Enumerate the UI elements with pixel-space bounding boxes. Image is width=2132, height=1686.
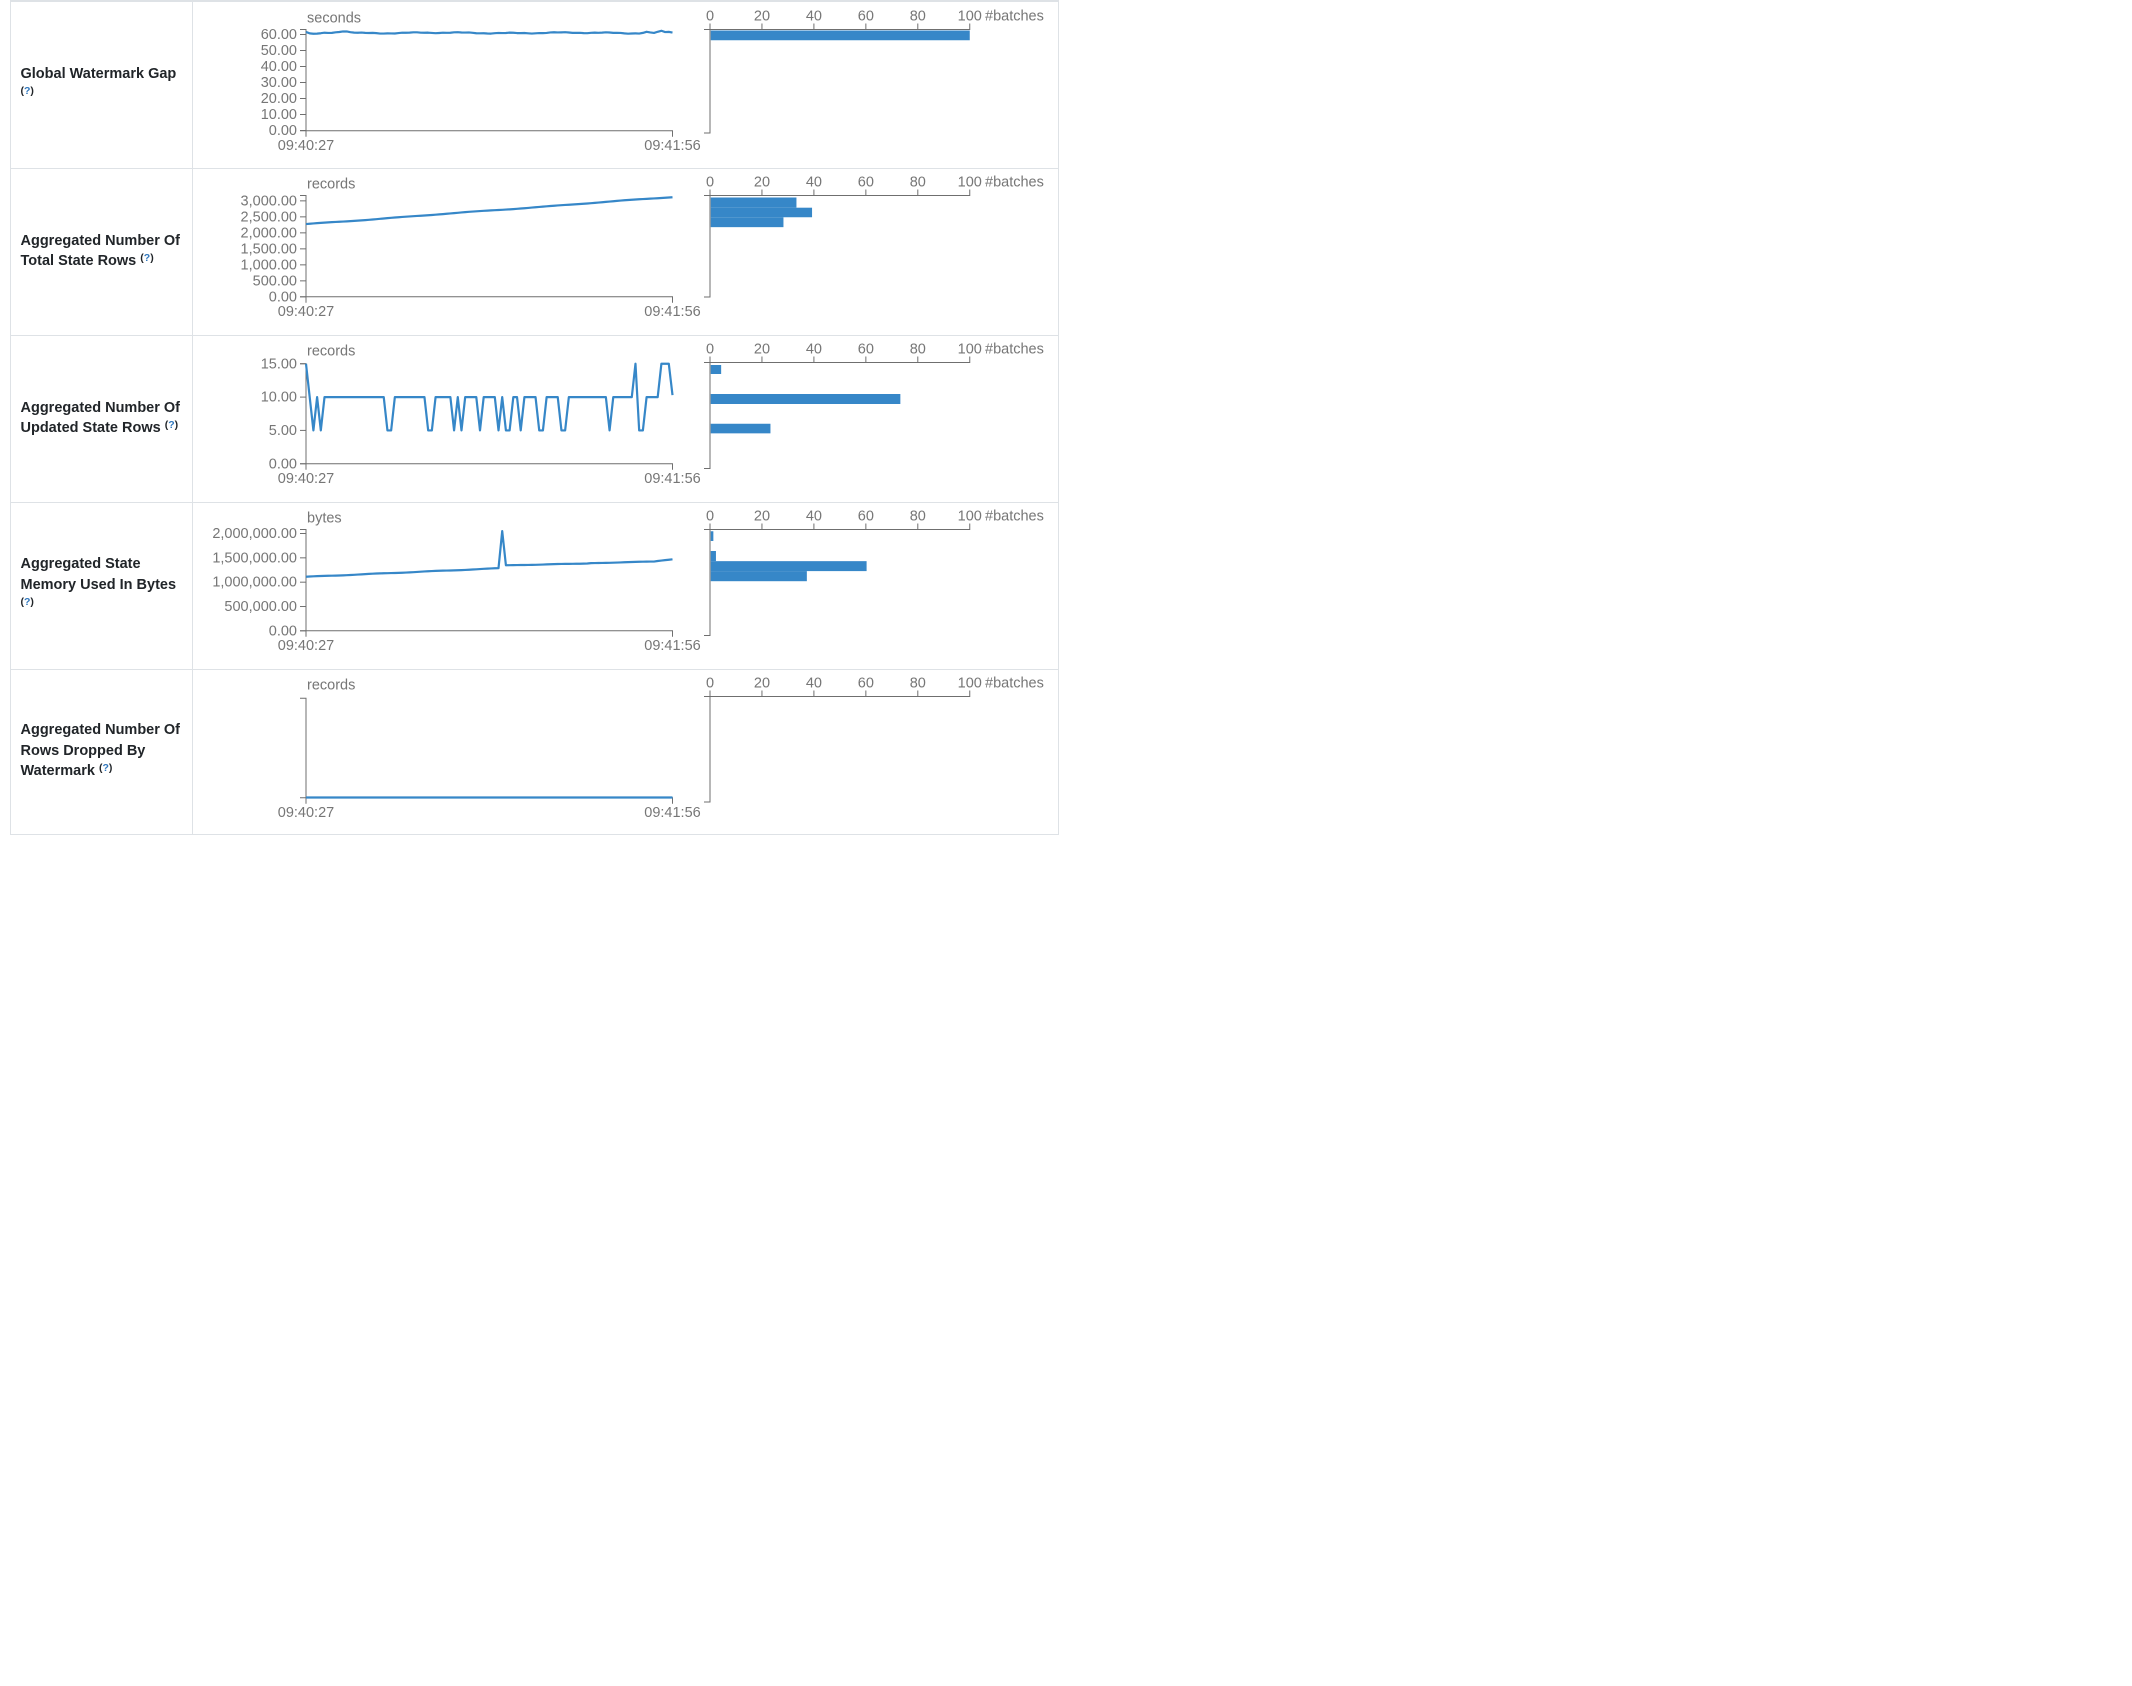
- svg-text:80: 80: [910, 175, 926, 191]
- svg-text:100: 100: [958, 342, 982, 358]
- svg-text:2,000,000.00: 2,000,000.00: [212, 526, 297, 542]
- svg-text:40.00: 40.00: [261, 59, 297, 75]
- svg-text:0: 0: [706, 676, 714, 692]
- svg-text:09:41:56: 09:41:56: [644, 137, 700, 153]
- svg-text:09:40:27: 09:40:27: [278, 304, 334, 320]
- svg-text:80: 80: [910, 8, 926, 24]
- svg-text:5.00: 5.00: [269, 423, 297, 439]
- svg-text:09:41:56: 09:41:56: [644, 805, 700, 821]
- svg-text:10.00: 10.00: [261, 390, 297, 406]
- svg-text:60: 60: [858, 676, 874, 692]
- svg-text:40: 40: [806, 342, 822, 358]
- svg-text:80: 80: [910, 342, 926, 358]
- svg-text:records: records: [307, 678, 355, 694]
- svg-text:0.00: 0.00: [269, 456, 297, 472]
- svg-text:80: 80: [910, 676, 926, 692]
- svg-text:60: 60: [858, 175, 874, 191]
- svg-text:50.00: 50.00: [261, 43, 297, 59]
- svg-text:15.00: 15.00: [261, 356, 297, 372]
- svg-text:1,000.00: 1,000.00: [241, 257, 297, 273]
- svg-text:40: 40: [806, 509, 822, 525]
- svg-text:500,000.00: 500,000.00: [224, 599, 297, 615]
- svg-text:100: 100: [958, 8, 982, 24]
- svg-text:100: 100: [958, 175, 982, 191]
- svg-text:records: records: [307, 177, 355, 193]
- svg-text:#batches: #batches: [985, 676, 1044, 692]
- svg-text:#batches: #batches: [985, 175, 1044, 191]
- svg-text:40: 40: [806, 8, 822, 24]
- svg-text:20: 20: [754, 676, 770, 692]
- svg-text:60.00: 60.00: [261, 27, 297, 43]
- svg-text:10.00: 10.00: [261, 107, 297, 123]
- svg-text:60: 60: [858, 8, 874, 24]
- svg-text:bytes: bytes: [307, 511, 342, 527]
- svg-text:0: 0: [706, 8, 714, 24]
- svg-text:3,000.00: 3,000.00: [241, 193, 297, 209]
- svg-text:0: 0: [706, 509, 714, 525]
- svg-text:records: records: [307, 344, 355, 360]
- svg-text:1,000,000.00: 1,000,000.00: [212, 575, 297, 591]
- svg-text:20.00: 20.00: [261, 91, 297, 107]
- svg-text:100: 100: [958, 676, 982, 692]
- svg-text:09:40:27: 09:40:27: [278, 638, 334, 654]
- svg-text:#batches: #batches: [985, 8, 1044, 24]
- svg-text:20: 20: [754, 8, 770, 24]
- svg-text:60: 60: [858, 342, 874, 358]
- svg-text:seconds: seconds: [307, 10, 361, 26]
- svg-text:20: 20: [754, 175, 770, 191]
- svg-text:0: 0: [706, 342, 714, 358]
- svg-text:1,500.00: 1,500.00: [241, 241, 297, 257]
- svg-text:40: 40: [806, 175, 822, 191]
- svg-text:0.00: 0.00: [269, 123, 297, 139]
- svg-text:0: 0: [706, 175, 714, 191]
- svg-text:80: 80: [910, 509, 926, 525]
- svg-text:09:41:56: 09:41:56: [644, 471, 700, 487]
- svg-text:0.00: 0.00: [269, 623, 297, 639]
- svg-text:#batches: #batches: [985, 509, 1044, 525]
- svg-text:09:40:27: 09:40:27: [278, 805, 334, 821]
- svg-text:1,500,000.00: 1,500,000.00: [212, 550, 297, 566]
- svg-text:#batches: #batches: [985, 342, 1044, 358]
- svg-text:0.00: 0.00: [269, 289, 297, 305]
- svg-text:30.00: 30.00: [261, 75, 297, 91]
- svg-text:20: 20: [754, 509, 770, 525]
- svg-text:09:40:27: 09:40:27: [278, 471, 334, 487]
- svg-text:2,500.00: 2,500.00: [241, 209, 297, 225]
- svg-text:20: 20: [754, 342, 770, 358]
- svg-text:40: 40: [806, 676, 822, 692]
- svg-text:09:41:56: 09:41:56: [644, 638, 700, 654]
- svg-text:2,000.00: 2,000.00: [241, 225, 297, 241]
- svg-text:500.00: 500.00: [253, 273, 297, 289]
- svg-text:100: 100: [958, 509, 982, 525]
- svg-text:60: 60: [858, 509, 874, 525]
- svg-text:09:40:27: 09:40:27: [278, 137, 334, 153]
- svg-text:09:41:56: 09:41:56: [644, 304, 700, 320]
